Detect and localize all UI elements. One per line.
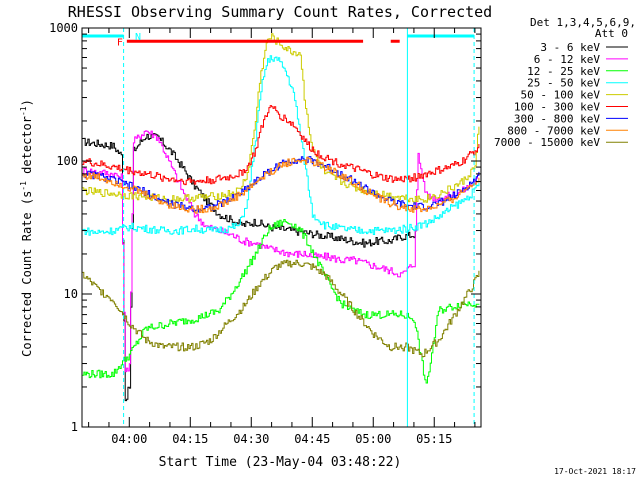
- y-axis-label-end: ): [20, 99, 34, 106]
- y-axis-label-sup2: -1: [19, 106, 28, 116]
- legend-label: 6 - 12 keV: [534, 53, 601, 66]
- legend-label: 50 - 100 keV: [521, 89, 601, 102]
- x-tick-label: 04:30: [233, 432, 269, 446]
- x-tick-label: 04:45: [294, 432, 330, 446]
- x-tick-label: 04:15: [172, 432, 208, 446]
- chart-title: RHESSI Observing Summary Count Rates, Co…: [68, 3, 492, 21]
- y-tick-label: 10: [64, 287, 78, 301]
- legend-label: 12 - 25 keV: [527, 65, 600, 78]
- series-line-12-25-kev: [82, 219, 480, 384]
- y-tick-label: 1000: [49, 21, 78, 35]
- series-line-3-6-kev: [82, 133, 418, 402]
- series-line-25-50-kev: [82, 55, 480, 236]
- legend-label: 7000 - 15000 keV: [494, 136, 600, 149]
- flag-label-f: F: [117, 37, 123, 48]
- y-axis-label-sup1: -1: [19, 181, 28, 191]
- legend-header-line1: Det 1,3,4,5,6,9,: [530, 16, 636, 29]
- legend-header-line2: Att 0: [595, 27, 628, 40]
- y-tick-label: 100: [56, 154, 78, 168]
- x-tick-label: 05:00: [355, 432, 391, 446]
- y-axis: 1 10 100 1000: [49, 21, 481, 434]
- flag-label-n: N: [135, 32, 141, 43]
- y-axis-label-mid: detector: [20, 116, 34, 181]
- footer-timestamp: 17-Oct-2021 18:17: [554, 467, 636, 476]
- plot-frame: [81, 27, 482, 428]
- x-tick-label: 04:00: [111, 432, 147, 446]
- x-tick-label: 05:15: [416, 432, 452, 446]
- legend-label: 25 - 50 keV: [527, 77, 600, 90]
- series-line-100-300-kev: [82, 105, 480, 186]
- legend-label: 800 - 7000 keV: [507, 124, 600, 137]
- x-axis: 04:00 04:15 04:30 04:45 05:00 05:15: [88, 28, 476, 446]
- series-line-7000-15000-kev: [82, 259, 480, 358]
- legend-label: 3 - 6 keV: [540, 41, 600, 54]
- legend-label: 300 - 800 keV: [514, 112, 600, 125]
- series-line-6-12-kev: [82, 130, 480, 373]
- legend-label: 100 - 300 keV: [514, 101, 600, 114]
- series-line-800-7000-kev: [82, 156, 480, 214]
- y-axis-label-main: Corrected Count Rate (s: [20, 191, 34, 357]
- y-tick-label: 1: [71, 420, 78, 434]
- x-axis-label: Start Time (23-May-04 03:48:22): [159, 455, 402, 470]
- y-axis-label: Corrected Count Rate (s-1 detector-1): [19, 99, 34, 357]
